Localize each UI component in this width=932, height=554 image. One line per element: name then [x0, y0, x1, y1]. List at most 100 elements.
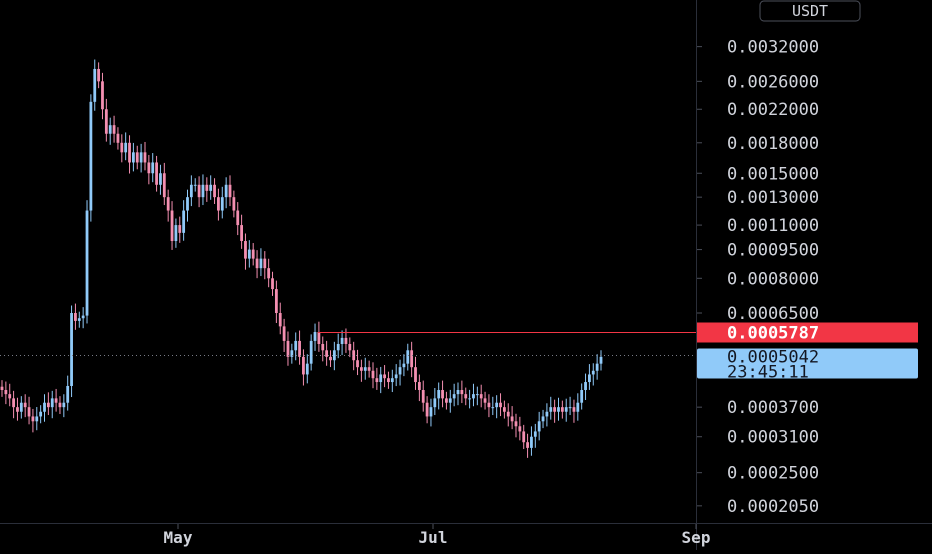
candle-body: [19, 402, 23, 412]
candle-body: [31, 416, 35, 422]
candle-body: [568, 407, 572, 409]
candle-body: [309, 340, 313, 364]
price-axis[interactable]: 0.0032000 0.0026000 0.0022000 0.0018000 0.00…: [697, 38, 819, 517]
currency-label[interactable]: USDT: [759, 0, 861, 22]
candle-body: [363, 367, 367, 371]
candle-countdown-text: 23:45:11: [727, 363, 809, 383]
price-tick-label: 0.0006500: [727, 304, 819, 324]
candle-body: [128, 142, 131, 163]
candle-body: [595, 363, 599, 371]
candle-body: [329, 356, 332, 361]
candle-body: [305, 363, 309, 375]
candle-body: [495, 402, 499, 408]
candle-body: [545, 411, 549, 417]
time-tick-label: Jul: [419, 528, 448, 547]
candle-body: [267, 268, 271, 279]
price-tick-label: 0.0026000: [727, 72, 819, 92]
candle-body: [406, 350, 410, 364]
candle-body: [209, 184, 213, 191]
candle-body: [255, 258, 259, 269]
candle-body: [81, 315, 85, 319]
candle-body: [89, 101, 93, 211]
candle-body: [294, 340, 298, 351]
candle-body: [402, 363, 406, 368]
candle-body: [286, 340, 290, 357]
candle-body: [580, 390, 584, 403]
candle-body: [557, 407, 560, 412]
candle-body: [290, 350, 294, 357]
candle-body: [147, 162, 151, 174]
candle-body: [201, 184, 205, 198]
candle-body: [16, 407, 19, 412]
candle-body: [4, 390, 8, 395]
candle-body: [572, 407, 576, 412]
candle-body: [259, 258, 263, 269]
candle-body: [77, 318, 81, 321]
candle-body: [340, 337, 344, 344]
candle-body: [247, 249, 251, 259]
candle-body: [240, 225, 243, 242]
candle-body: [553, 407, 557, 412]
time-tick-label: May: [164, 528, 193, 547]
candle-body: [367, 367, 371, 371]
price-tick-label: 0.0013000: [727, 188, 819, 208]
candle-body: [425, 402, 429, 417]
reference-price-label-text: 0.0005787: [727, 324, 819, 344]
candle-body: [166, 197, 170, 211]
reference-price-label: 0.0005787: [697, 322, 918, 344]
candle-body: [518, 426, 522, 432]
candle-body: [43, 402, 46, 412]
candle-body: [50, 398, 54, 408]
candle-body: [205, 184, 209, 191]
candle-body: [352, 350, 356, 361]
candle-body: [421, 390, 425, 403]
candle-body: [62, 402, 66, 408]
candle-body: [39, 411, 43, 417]
candle-body: [236, 210, 240, 226]
candle-body: [135, 152, 139, 163]
candle-body: [12, 398, 15, 408]
candle-body: [584, 382, 587, 391]
candle-body: [576, 402, 580, 412]
candle-body: [356, 360, 359, 368]
candle-body: [278, 313, 282, 327]
candle-body: [155, 162, 158, 185]
candle-body: [499, 402, 502, 408]
currency-label-box: [759, 0, 861, 22]
candle-body: [441, 390, 444, 399]
candle-body: [410, 350, 414, 368]
last-price-label-box: [697, 348, 918, 379]
candle-body: [93, 68, 97, 102]
candle-body: [46, 402, 50, 408]
candle-body: [27, 407, 31, 417]
candle-body: [591, 370, 595, 375]
candle-body: [336, 343, 340, 351]
candle-body: [460, 390, 464, 395]
candle-body: [479, 394, 483, 399]
candles-layer: [0, 59, 603, 458]
candle-body: [383, 374, 386, 379]
candle-body: [162, 173, 166, 198]
candle-body: [321, 343, 325, 351]
time-axis[interactable]: May Jul Sep: [164, 524, 711, 547]
candle-body: [417, 382, 421, 391]
candle-body: [271, 278, 274, 290]
candle-body: [533, 431, 537, 437]
candle-body: [371, 370, 375, 379]
candle-body: [298, 340, 301, 357]
last-price-label-text: 0.0005042: [727, 348, 819, 368]
candle-body: [151, 162, 155, 174]
candle-body: [510, 416, 514, 422]
candle-body: [348, 343, 352, 351]
candle-body: [390, 378, 394, 383]
candle-body: [220, 197, 224, 211]
candle-body: [475, 394, 479, 396]
candle-body: [174, 225, 178, 242]
candle-body: [588, 374, 591, 383]
candle-body: [197, 184, 201, 198]
candle-body: [170, 210, 174, 242]
candle-body: [394, 374, 398, 379]
candle-body: [560, 407, 564, 412]
